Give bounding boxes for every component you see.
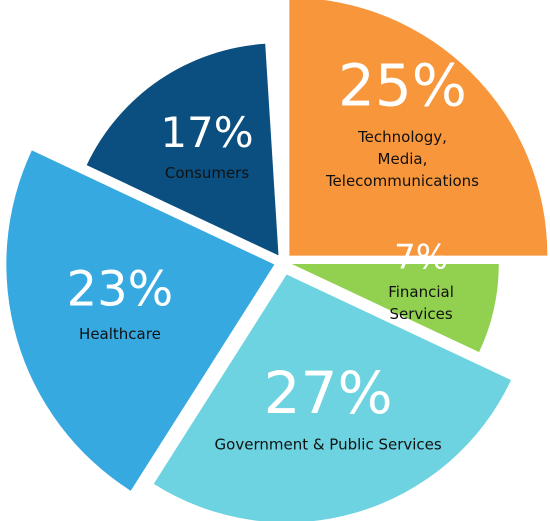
category-label-line: Telecommunications	[325, 172, 479, 190]
category-label: Consumers	[165, 164, 249, 182]
category-label: Technology, Media, Telecommunications	[325, 128, 479, 190]
pie-slice	[86, 43, 279, 256]
pie-slice	[6, 150, 275, 491]
category-label: Financial Services	[388, 283, 454, 323]
category-label-line: Technology,	[357, 128, 447, 146]
category-label-line: Media,	[378, 150, 428, 168]
value-label: 7%	[394, 237, 448, 277]
category-label-line: Financial	[388, 283, 454, 301]
pie-slice	[289, 0, 548, 256]
value-label: 17%	[160, 108, 253, 157]
pie-slice	[291, 263, 499, 353]
category-label: Government & Public Services	[215, 436, 442, 454]
value-label: 25%	[338, 51, 467, 119]
value-label: 23%	[67, 262, 174, 318]
pie-slice	[153, 274, 512, 521]
value-label: 27%	[264, 359, 393, 427]
category-label-line: Services	[389, 305, 452, 323]
category-label: Healthcare	[79, 325, 161, 343]
